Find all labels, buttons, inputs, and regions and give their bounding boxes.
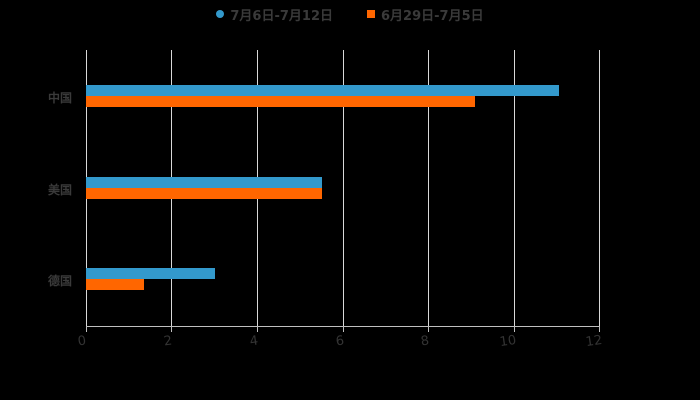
gridline: [343, 50, 344, 326]
bar-germany-series-1[interactable]: [86, 268, 215, 279]
x-tick: [86, 326, 87, 332]
category-label-germany: 德国: [48, 274, 73, 288]
gridline: [599, 50, 600, 326]
legend-swatch-circle-icon: [216, 10, 225, 18]
x-tick: [514, 326, 515, 332]
bar-usa-series-2[interactable]: [86, 188, 322, 199]
gridline: [428, 50, 429, 326]
x-tick-label: 10: [498, 332, 518, 351]
category-label-usa: 美国: [48, 183, 73, 197]
plot-area: [86, 50, 600, 326]
legend-label: 6月29日-7月5日: [381, 8, 484, 24]
x-tick: [428, 326, 429, 332]
bar-china-series-2[interactable]: [86, 96, 475, 107]
x-tick-label: 2: [162, 333, 174, 350]
x-tick-label: 8: [419, 333, 431, 350]
x-tick-label: 6: [334, 333, 346, 350]
legend: 7月6日-7月12日 6月29日-7月5日: [0, 4, 700, 24]
x-tick-label: 4: [248, 333, 260, 350]
bar-usa-series-1[interactable]: [86, 177, 322, 188]
x-tick: [343, 326, 344, 332]
bar-china-series-1[interactable]: [86, 85, 559, 96]
legend-item-series-1[interactable]: 7月6日-7月12日: [216, 5, 333, 24]
legend-label: 7月6日-7月12日: [230, 8, 333, 24]
x-tick: [171, 326, 172, 332]
bar-germany-series-2[interactable]: [86, 279, 144, 290]
legend-swatch-square-icon: [367, 10, 375, 18]
legend-item-series-2[interactable]: 6月29日-7月5日: [367, 5, 484, 24]
x-tick-label: 12: [584, 332, 604, 351]
x-tick: [257, 326, 258, 332]
x-tick: [599, 326, 600, 332]
x-tick-label: 0: [76, 333, 88, 350]
gridline: [514, 50, 515, 326]
category-label-china: 中国: [48, 91, 73, 105]
